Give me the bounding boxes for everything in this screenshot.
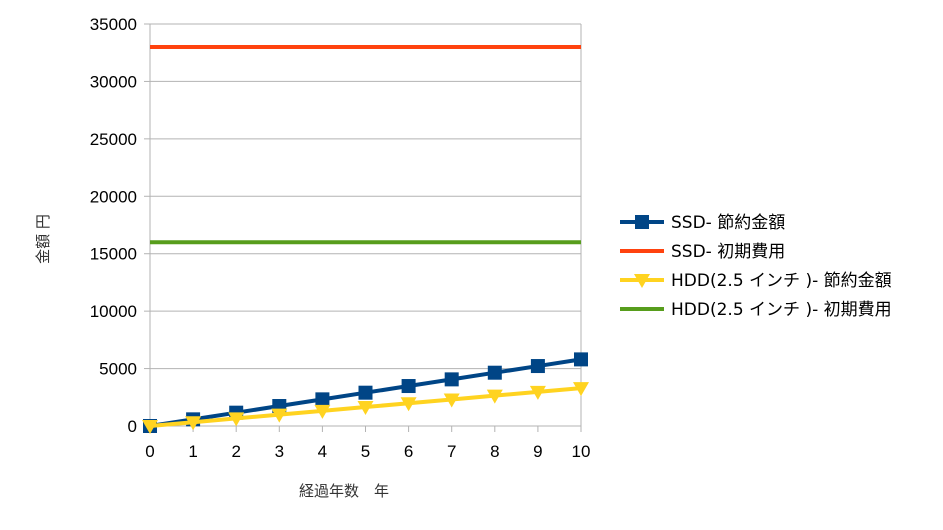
x-tick-label: 9 (533, 442, 542, 461)
x-tick-label: 3 (275, 442, 284, 461)
data-point (443, 393, 460, 408)
x-tick-label: 5 (361, 442, 370, 461)
y-tick-label: 35000 (90, 15, 137, 34)
legend-label: HDD(2.5 インチ )- 節約金額 (671, 271, 892, 291)
grid-lines (150, 23, 581, 427)
data-point (271, 408, 288, 423)
x-axis-title: 経過年数 年 (299, 482, 389, 500)
legend-item: HDD(2.5 インチ )- 節約金額 (620, 271, 892, 291)
x-tick-label: 0 (145, 442, 154, 461)
data-point (444, 372, 459, 387)
y-tick-label: 20000 (90, 187, 137, 206)
data-point (315, 392, 330, 407)
series-1 (143, 352, 588, 433)
legend-label: SSD- 節約金額 (671, 213, 785, 233)
legend-label: HDD(2.5 インチ )- 初期費用 (671, 300, 892, 320)
data-point (142, 420, 158, 434)
legend: SSD- 節約金額 SSD- 初期費用 HDD(2.5 インチ )- 節約金額 HDD… (620, 213, 892, 320)
y-tick-label: 5000 (99, 360, 137, 379)
x-tick-label: 8 (490, 442, 499, 461)
y-tick-label: 15000 (90, 245, 137, 264)
data-point (358, 385, 373, 400)
data-point (185, 416, 202, 431)
x-tick-label: 4 (318, 442, 327, 461)
data-point (314, 404, 331, 419)
y-tick-label: 30000 (90, 72, 137, 91)
data-point (401, 379, 416, 394)
data-point (574, 352, 588, 367)
data-point (486, 389, 503, 404)
data-point (228, 412, 245, 427)
legend-item: HDD(2.5 インチ )- 初期費用 (620, 300, 892, 320)
y-tick-label: 25000 (90, 130, 137, 149)
series-3 (142, 382, 589, 434)
data-point (487, 365, 502, 380)
y-tick-labels: 0 5000 10000 15000 20000 25000 30000 35000 (90, 15, 137, 436)
data-point (634, 274, 650, 288)
data-point (530, 359, 545, 374)
x-tick-label: 6 (404, 442, 413, 461)
x-tick-label: 1 (188, 442, 197, 461)
legend-item: SSD- 初期費用 (620, 242, 785, 262)
x-tick-label: 10 (572, 442, 591, 461)
data-point (400, 397, 417, 412)
data-point (635, 215, 649, 229)
legend-label: SSD- 初期費用 (671, 242, 785, 262)
legend-item: SSD- 節約金額 (620, 213, 785, 233)
x-tick-labels: 0 1 2 3 4 5 6 7 8 9 10 (145, 442, 590, 461)
x-tick-label: 7 (447, 442, 456, 461)
y-tick-label: 0 (128, 417, 137, 436)
y-axis-title: 金額 円 (34, 214, 52, 264)
data-point (357, 401, 374, 416)
series-group (142, 44, 589, 434)
x-tick-label: 2 (231, 442, 240, 461)
y-tick-label: 10000 (90, 302, 137, 321)
data-point (529, 385, 546, 400)
data-point (573, 382, 589, 397)
